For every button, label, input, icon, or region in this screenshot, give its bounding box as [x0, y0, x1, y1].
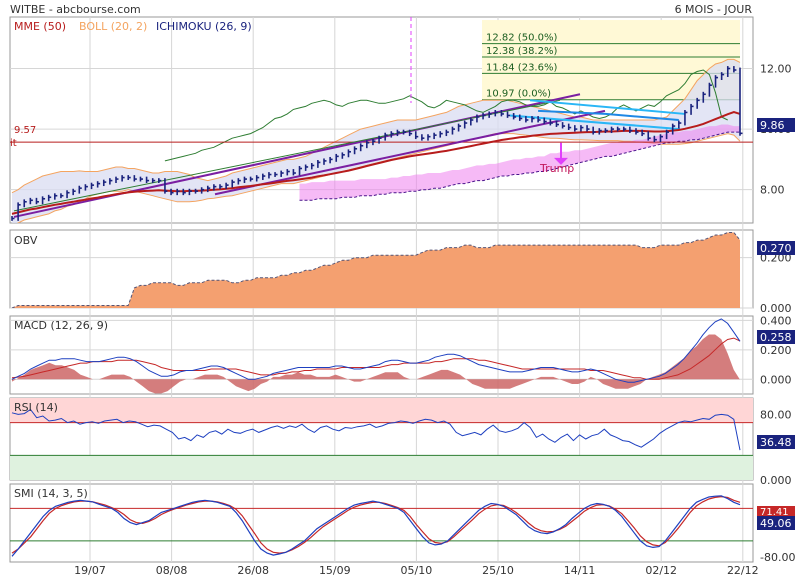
macd-histogram [12, 334, 740, 394]
rsi-line [11, 408, 741, 451]
price-last-value: 9.86 [760, 119, 785, 132]
last-value-tags: 9.86 0.270 0.258 36.48 71.41 49.06 [757, 118, 795, 530]
fibonacci-level-label: 12.82 (50.0%) [486, 33, 557, 44]
smi-panel-frame [9, 483, 754, 563]
ichimoku-cloud [299, 124, 740, 201]
x-tick-label: 02/12 [645, 564, 677, 577]
x-tick-label: 05/10 [401, 564, 433, 577]
legend-mme: MME (50) [14, 20, 66, 33]
legend-boll: BOLL (20, 2) [79, 20, 147, 33]
rsi-y-tick: 0.000 [760, 474, 792, 487]
rsi-panel [10, 398, 753, 480]
trump-annotation: Trump [539, 162, 574, 175]
smi-last-tag [757, 516, 795, 530]
fibonacci-level-label: 10.97 (0.0%) [486, 89, 551, 100]
x-tick-label: 19/07 [74, 564, 106, 577]
obv-title: OBV [14, 234, 38, 247]
fibonacci-level-label: 11.84 (23.6%) [486, 62, 557, 73]
bollinger-band-fill [12, 59, 740, 223]
trend-line-green [13, 99, 561, 212]
smi-last-value: 49.06 [760, 517, 792, 530]
trend-line-upper [214, 109, 606, 196]
price-y-tick: 8.00 [760, 184, 785, 197]
obv-y-tick: 0.000 [760, 302, 792, 315]
smi-upper-tag [757, 506, 795, 517]
trump-arrow-head [554, 157, 568, 165]
x-tick-label: 14/11 [564, 564, 596, 577]
smi-panel [10, 495, 753, 557]
rsi-last-value: 36.48 [760, 436, 792, 449]
x-tick-label: 26/08 [237, 564, 269, 577]
period-label: 6 MOIS - JOUR [675, 3, 753, 16]
reference-line-label: 9.57 [14, 125, 36, 136]
ichimoku-tenkan-line [538, 109, 679, 121]
macd-y-tick: 0.400 [760, 314, 792, 327]
rsi-y-tick: 80.00 [760, 408, 792, 421]
smi-line [11, 495, 741, 557]
bollinger-upper-line [11, 58, 741, 194]
macd-last-tag [757, 330, 795, 344]
obv-last-value: 0.270 [760, 242, 792, 255]
rsi-last-tag [757, 435, 795, 449]
mme-line [11, 111, 741, 215]
obv-area [12, 232, 740, 308]
macd-y-tick: 0.200 [760, 344, 792, 357]
edge-fragment-label: it [10, 138, 17, 149]
cyan-line-upper [529, 99, 686, 115]
symbol-title: WITBE - abcbourse.com [10, 3, 141, 16]
rsi-oversold-zone [10, 455, 753, 480]
price-panel: 12.82 (50.0%) 12.38 (38.2%) 11.84 (23.6%) 1… [10, 17, 753, 223]
legend-ichimoku: ICHIMOKU (26, 9) [156, 20, 252, 33]
obv-last-tag [757, 241, 795, 255]
obv-panel [11, 232, 741, 308]
fibonacci-level-label: 12.38 (38.2%) [486, 46, 557, 57]
macd-panel [11, 318, 741, 394]
macd-last-value: 0.258 [760, 331, 792, 344]
smi-y-tick: -80.00 [760, 551, 795, 564]
macd-line [11, 318, 741, 383]
smi-upper-value: 71.41 [760, 507, 789, 518]
rsi-title: RSI (14) [14, 401, 58, 414]
macd-panel-frame [9, 315, 754, 395]
x-tick-label: 08/08 [156, 564, 188, 577]
label-layer: 19/07 08/08 26/08 15/09 05/10 25/10 14/11 02/12… [74, 63, 795, 578]
x-tick-label: 15/09 [319, 564, 351, 577]
smi-title: SMI (14, 3, 5) [14, 487, 88, 500]
rsi-overbought-zone [10, 398, 753, 423]
macd-title: MACD (12, 26, 9) [14, 319, 108, 332]
price-y-tick: 12.00 [760, 63, 792, 76]
price-panel-frame [9, 16, 754, 224]
smi-signal-line [11, 495, 741, 554]
price-last-tag [757, 118, 795, 132]
macd-y-tick: 0.000 [760, 373, 792, 386]
obv-line [11, 232, 741, 308]
x-tick-label: 22/12 [727, 564, 759, 577]
macd-signal-line [11, 337, 741, 380]
x-tick-label: 25/10 [482, 564, 514, 577]
